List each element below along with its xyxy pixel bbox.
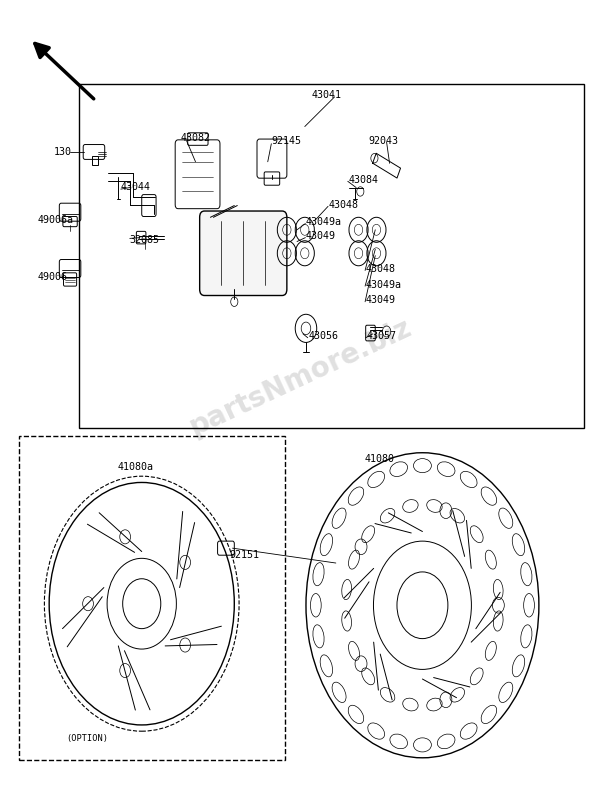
Text: 43049: 43049 (365, 295, 395, 305)
Bar (79, 83, 584, 428)
Text: (OPTION): (OPTION) (66, 734, 108, 743)
Text: 43049a: 43049a (306, 217, 342, 227)
Text: 43048: 43048 (365, 264, 395, 274)
Text: 41080: 41080 (365, 454, 395, 464)
Text: 92145: 92145 (271, 136, 301, 146)
Text: 43049a: 43049a (365, 279, 401, 290)
Text: 92151: 92151 (230, 550, 260, 560)
Text: 49006a: 49006a (37, 215, 73, 225)
Text: 43057: 43057 (367, 331, 397, 341)
Text: 130: 130 (54, 147, 72, 156)
Text: 49006: 49006 (37, 272, 67, 282)
Text: 43049: 43049 (306, 231, 336, 241)
Text: 43041: 43041 (312, 90, 342, 100)
FancyBboxPatch shape (200, 211, 287, 295)
Bar (19, 436, 285, 760)
Text: 32085: 32085 (130, 235, 160, 245)
Text: 43056: 43056 (309, 331, 339, 341)
Text: partsNmore.biz: partsNmore.biz (184, 313, 416, 440)
Text: 41080a: 41080a (118, 462, 154, 472)
Text: 43044: 43044 (121, 182, 151, 192)
Text: 92043: 92043 (368, 136, 398, 146)
Text: 43082: 43082 (181, 133, 211, 144)
Text: 43048: 43048 (329, 199, 359, 210)
Text: 43084: 43084 (349, 175, 379, 184)
